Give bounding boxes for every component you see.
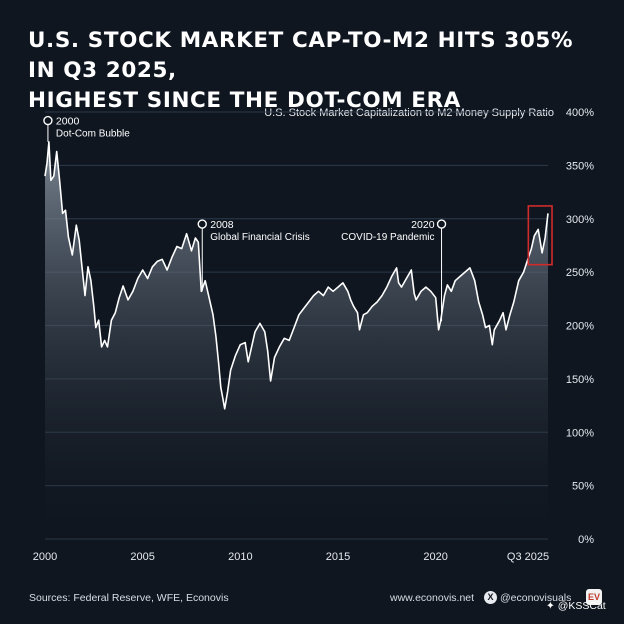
annotation-year: 2000: [56, 116, 80, 128]
page-title: U.S. STOCK MARKET CAP-TO-M2 HITS 305% IN…: [28, 26, 608, 116]
series-area: [45, 141, 548, 539]
annotation-year: 2020: [411, 219, 435, 231]
annotation-year: 2008: [210, 219, 234, 231]
annotation-label: Global Financial Crisis: [210, 232, 309, 243]
y-tick-label: 400%: [566, 107, 594, 119]
econovis-logo-icon: EV: [586, 589, 602, 605]
x-axis-ticks: 2000 2005 2010 2015 2020 Q3 2025: [33, 551, 549, 563]
title-line-2: HIGHEST SINCE THE DOT-COM ERA: [28, 88, 461, 113]
y-tick-label: 300%: [566, 214, 594, 226]
area-fill: [44, 141, 549, 539]
x-tick-label: 2015: [326, 551, 350, 563]
sources-note: Sources: Federal Reserve, WFE, Econovis: [29, 592, 229, 604]
highlight-rect: [527, 205, 553, 266]
annotation-marker: [436, 219, 447, 229]
y-tick-label: 250%: [566, 267, 594, 279]
x-tick-label: 2005: [130, 551, 154, 563]
y-axis-ticks: 0% 50% 100% 150% 200% 250% 300% 350% 400%: [566, 107, 594, 546]
annotation-marker: [43, 115, 53, 126]
y-tick-label: 50%: [572, 481, 594, 493]
x-tick-label: Q3 2025: [507, 551, 549, 563]
x-logo-icon: X: [484, 591, 497, 604]
y-tick-label: 150%: [566, 374, 594, 386]
y-tick-label: 350%: [566, 160, 594, 172]
ratio-chart: U.S. Stock Market Capitalization to M2 M…: [33, 107, 594, 563]
series-line: [44, 141, 549, 410]
x-tick-label: 2000: [33, 551, 57, 563]
y-tick-label: 0%: [578, 534, 594, 546]
x-tick-label: 2010: [228, 551, 252, 563]
social-handle[interactable]: @econovisuals: [500, 592, 572, 604]
chart-title: U.S. Stock Market Capitalization to M2 M…: [264, 107, 554, 119]
highlight-box: [527, 205, 553, 266]
annotation-label: COVID-19 Pandemic: [341, 232, 434, 243]
title-line-1: U.S. STOCK MARKET CAP-TO-M2 HITS 305% IN…: [28, 28, 574, 83]
annotation-label: Dot-Com Bubble: [56, 129, 130, 140]
annotation-marker: [197, 219, 207, 229]
x-tick-label: 2020: [423, 551, 447, 563]
watermark: ✦ @KSSCat: [546, 600, 606, 612]
y-tick-label: 100%: [566, 427, 594, 439]
website-link[interactable]: www.econovis.net: [390, 592, 475, 604]
y-tick-label: 200%: [566, 321, 594, 333]
